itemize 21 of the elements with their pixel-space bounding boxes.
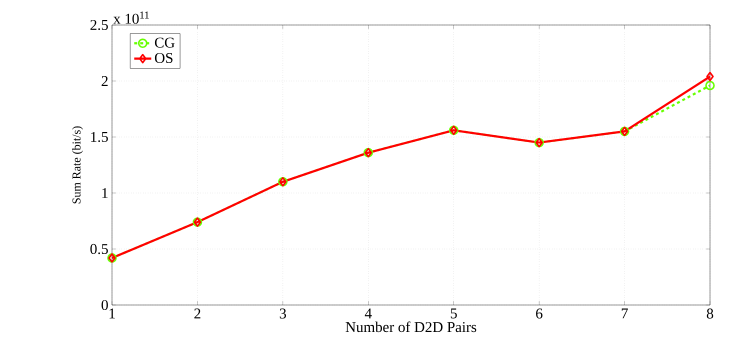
y-tick-label: 2 (102, 76, 108, 86)
point (706, 72, 714, 82)
x-tick-label: 1 (110, 308, 115, 318)
y-axis-title: Sum Rate (bit/s) (72, 126, 83, 204)
x-tick-label: 4 (364, 308, 372, 318)
x-axis-title: Number of D2D Pairs (346, 321, 476, 332)
y-tick-label: 2.5 (90, 20, 108, 30)
y-tick-label: 1.5 (91, 132, 108, 142)
point (705, 80, 715, 90)
legend-label: OS (154, 52, 172, 63)
y-tick-label: 0.5 (90, 244, 108, 254)
y-tick-label: 1 (102, 188, 108, 198)
x-tick-label: 5 (450, 308, 457, 318)
x-tick-label: 7 (622, 308, 628, 318)
x-tick-label: 6 (536, 308, 542, 319)
x-tick-label: 8 (706, 308, 714, 319)
text: x 10$^{11}$ (113, 12, 149, 24)
y-tick-label: 0 (102, 300, 108, 310)
x-tick-label: 2 (194, 308, 200, 318)
legend-label: CG (154, 38, 175, 48)
x-tick-label: 3 (280, 308, 286, 319)
